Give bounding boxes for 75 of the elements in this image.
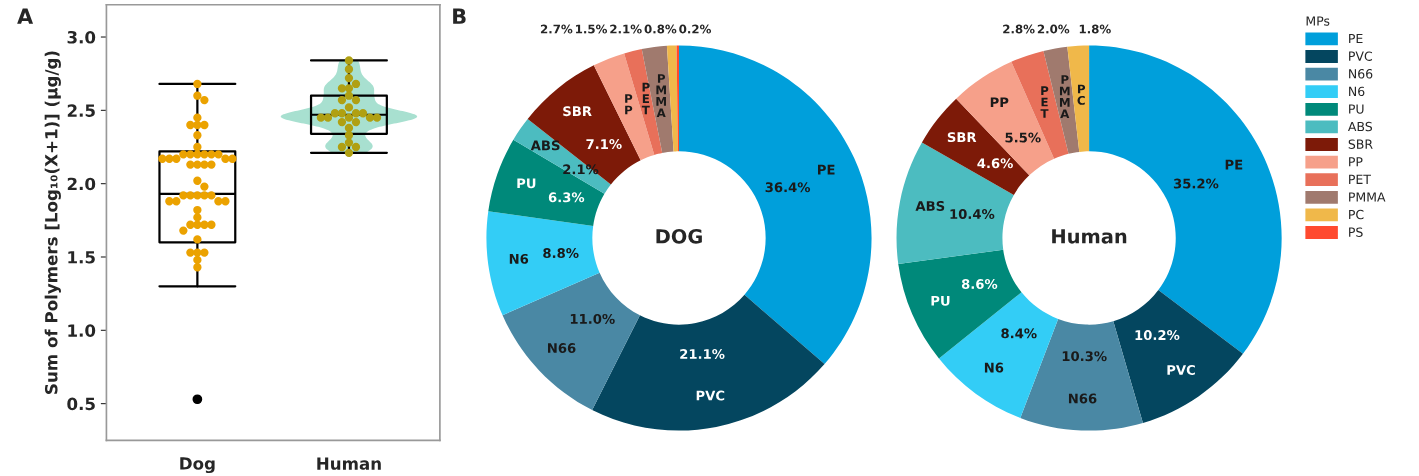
legend-label: PS xyxy=(1349,227,1363,237)
data-label: 21.1% xyxy=(680,348,725,359)
donut-slice xyxy=(641,45,674,153)
data-label: 10.4% xyxy=(950,209,995,220)
legend-label: PU xyxy=(1349,104,1364,114)
x-tick-label: Dog xyxy=(180,457,215,474)
slice-label: PVC xyxy=(696,390,725,401)
slice-label: SBR xyxy=(563,106,592,117)
y-tick-label: 1.5 xyxy=(68,251,95,264)
donut-slice xyxy=(1113,290,1243,423)
slice-label: PET xyxy=(1040,86,1049,118)
data-label: 35.2% xyxy=(1173,178,1219,189)
donut-slice xyxy=(486,211,600,316)
data-label: 8.8% xyxy=(543,248,579,259)
data-label: 10.3% xyxy=(1062,351,1107,362)
donut-slice xyxy=(676,45,679,152)
slice-label: PE xyxy=(818,164,835,175)
data-label: 2.7% xyxy=(540,24,573,34)
data-label: 0.2% xyxy=(679,24,712,34)
text: Human xyxy=(1052,229,1127,244)
donut-slice xyxy=(666,45,678,152)
data-label: 7.1% xyxy=(586,139,622,150)
legend-label: PP xyxy=(1349,157,1363,167)
legend-label: PC xyxy=(1349,209,1364,220)
data-label: 1.8% xyxy=(1079,24,1111,34)
data-label: 1.5% xyxy=(576,24,608,34)
slice-label: PMMA xyxy=(1059,75,1070,119)
legend-label: PMMA xyxy=(1349,192,1386,202)
y-tick-label: 2.5 xyxy=(67,104,95,117)
data-label: 6.3% xyxy=(548,192,585,203)
data-label: 11.0% xyxy=(570,313,615,324)
data-label: 5.5% xyxy=(1005,132,1041,143)
slice-label: PP xyxy=(625,94,633,115)
text: A xyxy=(17,8,34,24)
data-label: 4.6% xyxy=(977,158,1013,169)
text: B xyxy=(453,8,466,24)
data-label: 10.2% xyxy=(1135,330,1180,341)
legend-label: PVC xyxy=(1349,51,1373,61)
slice-label: PE xyxy=(1225,159,1243,170)
slice-label: N6 xyxy=(509,253,529,264)
slice-label: PMMA xyxy=(656,74,666,118)
data-label: 0.8% xyxy=(644,24,677,34)
slice-label: PVC xyxy=(1167,364,1195,375)
slice-label: ABS xyxy=(915,200,945,211)
legend-label: ABS xyxy=(1347,121,1373,132)
legend-label: N66 xyxy=(1349,69,1373,79)
data-label: 2.1% xyxy=(610,24,642,34)
legend-label: N6 xyxy=(1349,86,1365,97)
legend-title: MPs xyxy=(1306,16,1330,26)
slice-label: PP xyxy=(990,97,1009,108)
slice-label: PU xyxy=(931,295,950,306)
legend-label: PE xyxy=(1349,33,1363,44)
data-label: 8.4% xyxy=(1001,328,1037,339)
data-label: 8.6% xyxy=(961,279,998,289)
donut-slice xyxy=(502,272,640,410)
y-tick-label: 2.0 xyxy=(67,177,96,191)
slice-label: PC xyxy=(1077,84,1086,105)
y-tick-label: 0.5 xyxy=(67,397,95,411)
donut-slice xyxy=(896,142,1014,264)
data-label: 2.8% xyxy=(1003,24,1035,34)
slice-label: PET xyxy=(641,82,650,115)
slice-label: SBR xyxy=(947,132,977,143)
slice-label: N6 xyxy=(984,362,1004,373)
legend-label: PET xyxy=(1349,174,1371,184)
text: DOG xyxy=(656,228,702,244)
y-axis-title: Sum of Polymers [Log₁₀(X+1)] (μg/g) xyxy=(44,51,61,394)
y-tick-label: 3.0 xyxy=(67,30,96,44)
legend-label: SBR xyxy=(1348,139,1373,149)
slice-label: N66 xyxy=(1068,393,1097,404)
slice-label: N66 xyxy=(548,343,576,354)
slice-label: ABS xyxy=(530,140,560,151)
data-label: 36.4% xyxy=(765,182,811,193)
data-label: 2.0% xyxy=(1037,24,1070,34)
y-tick-label: 1.0 xyxy=(68,324,96,337)
slice-label: PU xyxy=(517,178,536,189)
